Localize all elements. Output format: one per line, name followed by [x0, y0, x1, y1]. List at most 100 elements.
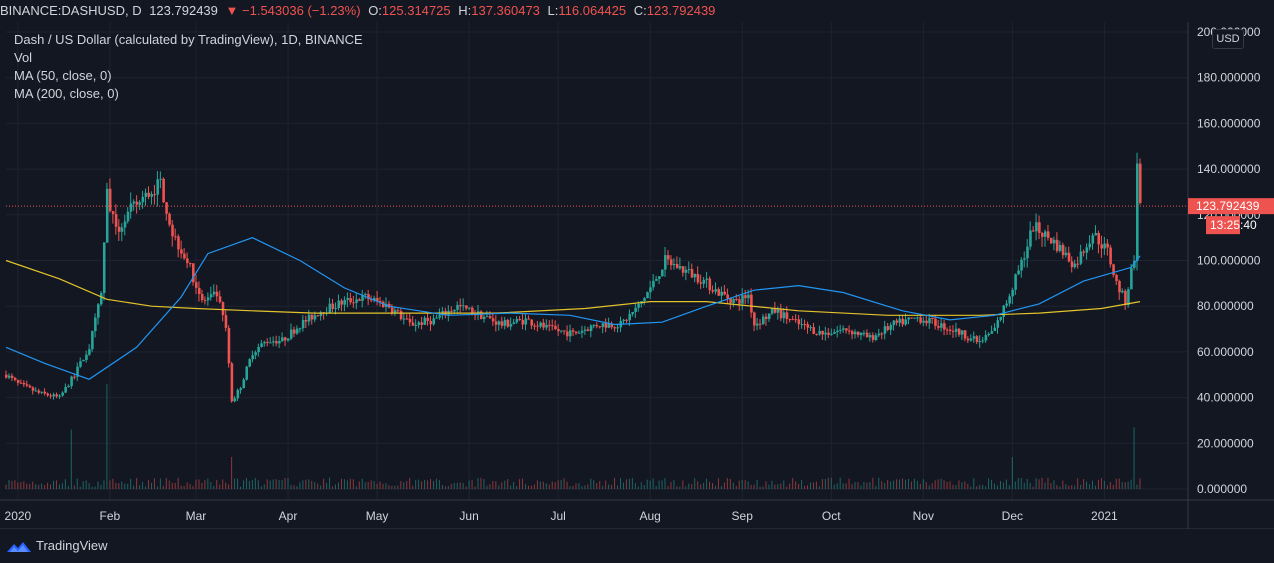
candle-body: [420, 322, 424, 325]
legend-ma200[interactable]: MA (200, close, 0): [14, 86, 119, 101]
candle-body: [1067, 252, 1071, 262]
candle-body: [785, 312, 789, 320]
volume-bar: [474, 486, 476, 489]
chart-axes: 200.000000180.000000160.000000140.000000…: [0, 22, 1274, 530]
candle-body: [108, 188, 112, 212]
volume-bar: [1026, 478, 1028, 489]
candle-body: [1136, 163, 1139, 261]
candle-body: [337, 300, 341, 309]
candle-body: [518, 318, 522, 320]
volume-bar: [925, 482, 927, 489]
candle-body: [803, 324, 807, 326]
candle-body: [393, 310, 397, 313]
candle-body: [637, 303, 640, 308]
candle-body: [402, 318, 406, 320]
volume-bar: [394, 485, 396, 489]
candle-body: [209, 294, 213, 298]
volume-bar: [818, 486, 820, 489]
volume-bar: [382, 483, 384, 489]
volume-bar: [593, 480, 595, 489]
symbol-name[interactable]: BINANCE:DASHUSD, D: [0, 3, 142, 18]
candle-body: [165, 202, 168, 214]
candle-body: [462, 305, 465, 307]
volume-bar: [720, 486, 722, 489]
volume-bar: [1118, 478, 1120, 489]
volume-bar: [171, 482, 173, 489]
candle-body: [649, 287, 652, 293]
volume-bar: [667, 486, 669, 489]
candle-body: [548, 324, 551, 326]
volume-bar: [47, 482, 49, 489]
candle-body: [482, 316, 486, 320]
candle-body: [821, 330, 824, 335]
volume-bar: [661, 480, 663, 489]
candle-body: [304, 319, 308, 322]
volume-bar: [248, 480, 250, 489]
candle-body: [963, 330, 967, 339]
candle-body: [859, 332, 863, 336]
volume-bar: [489, 484, 491, 489]
candle-body: [180, 249, 183, 254]
candle-body: [58, 395, 62, 397]
volume-bar: [174, 482, 176, 489]
volume-series: [5, 383, 1141, 489]
candle-body: [1076, 263, 1080, 265]
candle-body: [328, 303, 332, 313]
volume-bar: [735, 485, 737, 489]
candle-body: [533, 325, 536, 327]
legend-ma50[interactable]: MA (50, close, 0): [14, 68, 112, 83]
volume-bar: [219, 484, 221, 489]
tradingview-logo[interactable]: TradingView: [6, 538, 108, 553]
candle-body: [610, 323, 614, 328]
volume-bar: [631, 477, 633, 489]
candle-body: [735, 298, 738, 300]
volume-bar: [928, 485, 930, 489]
volume-bar: [878, 477, 880, 489]
candle-body: [132, 201, 136, 204]
volume-bar: [795, 481, 797, 489]
volume-bar: [899, 479, 901, 489]
candle-body: [1055, 239, 1059, 251]
legend-volume[interactable]: Vol: [14, 50, 33, 65]
candle-body: [97, 304, 100, 318]
candle-body: [788, 319, 792, 321]
candle-body: [889, 325, 893, 330]
currency-button[interactable]: USD: [1212, 29, 1244, 49]
volume-bar: [447, 485, 449, 489]
candle-body: [310, 314, 314, 320]
volume-bar: [717, 478, 719, 489]
volume-bar: [934, 480, 936, 489]
candle-body: [233, 398, 237, 402]
candle-body: [515, 318, 519, 323]
volume-bar: [1097, 479, 1099, 489]
volume-bar: [557, 480, 559, 489]
volume-bar: [379, 481, 381, 489]
legend-title[interactable]: Dash / US Dollar (calculated by TradingV…: [14, 32, 363, 47]
candle-body: [497, 321, 501, 325]
volume-bar: [792, 477, 794, 489]
volume-bar: [762, 486, 764, 489]
volume-bar: [625, 479, 627, 489]
volume-bar: [5, 484, 7, 489]
candle-body: [1133, 260, 1136, 268]
low-label: L:: [547, 3, 559, 18]
volume-bar: [1011, 457, 1013, 489]
candle-body: [687, 269, 691, 271]
candle-body: [966, 338, 970, 341]
countdown-badge: [1206, 216, 1240, 235]
volume-bar: [866, 482, 868, 489]
volume-bar: [127, 483, 129, 489]
volume-bar: [712, 483, 714, 489]
volume-bar: [195, 479, 197, 489]
volume-bar: [614, 477, 616, 489]
candle-body: [750, 294, 753, 313]
candle-body: [1014, 274, 1017, 290]
candle-body: [539, 322, 542, 327]
volume-bar: [830, 477, 832, 489]
volume-bar: [590, 478, 592, 489]
volume-bar: [121, 481, 123, 489]
volume-bar: [510, 485, 512, 489]
volume-bar: [38, 484, 40, 489]
candle-body: [379, 301, 382, 303]
